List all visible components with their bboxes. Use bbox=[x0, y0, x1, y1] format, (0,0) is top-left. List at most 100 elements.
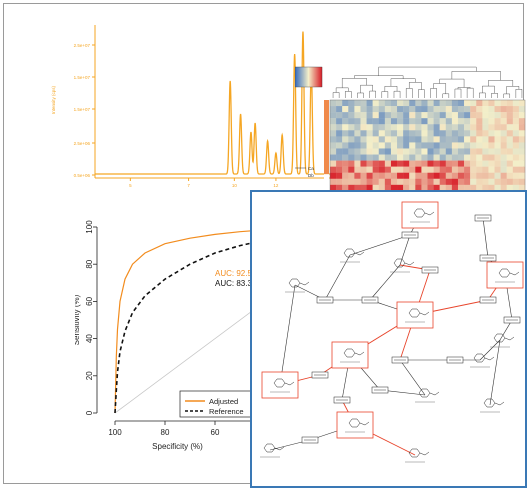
heatmap-cell bbox=[464, 118, 471, 125]
heatmap-cell bbox=[354, 178, 361, 186]
heatmap-cell bbox=[360, 130, 367, 137]
heatmap-cell bbox=[494, 124, 501, 131]
heatmap-cell bbox=[427, 154, 434, 161]
roc-axes: 020406080100100806040Sensitivity (%)Spec… bbox=[75, 220, 265, 451]
heatmap-cell bbox=[384, 118, 392, 125]
heatmap-cell bbox=[518, 148, 526, 155]
heatmap-cell bbox=[415, 130, 422, 137]
dendrogram-branch bbox=[430, 88, 437, 98]
heatmap-cell bbox=[397, 100, 404, 107]
heatmap-cell bbox=[464, 142, 471, 149]
heatmap-cell bbox=[403, 154, 410, 161]
roc-y-tick-label: 60 bbox=[85, 296, 94, 305]
network-molecule-chain bbox=[284, 381, 295, 386]
heatmap-cell bbox=[494, 100, 501, 107]
heatmap-cell bbox=[360, 148, 367, 155]
heatmap-cell bbox=[330, 148, 337, 155]
network-highlight-box bbox=[486, 261, 524, 289]
heatmap-cell bbox=[330, 142, 337, 149]
heatmap-key-swatch bbox=[314, 67, 316, 87]
heatmap-cell bbox=[403, 124, 410, 131]
heatmap-cell bbox=[464, 106, 471, 113]
heatmap-cell bbox=[348, 166, 355, 173]
heatmap-cell bbox=[336, 172, 343, 179]
network-molecule-chain bbox=[404, 261, 415, 266]
heatmap-cell bbox=[439, 100, 446, 107]
heatmap-cell bbox=[366, 154, 373, 161]
heatmap-cell bbox=[421, 166, 428, 173]
heatmap-cell bbox=[366, 106, 373, 113]
heatmap-cell bbox=[421, 154, 428, 161]
network-node-isocitrate bbox=[361, 296, 379, 304]
heatmap-cell bbox=[366, 130, 373, 137]
heatmap-cell bbox=[354, 100, 361, 107]
heatmap-cell bbox=[506, 118, 514, 125]
heatmap-cell bbox=[457, 178, 465, 186]
heatmap-cell bbox=[397, 106, 404, 113]
heatmap-cell bbox=[390, 154, 398, 161]
heatmap-cell bbox=[506, 124, 514, 131]
heatmap-cell bbox=[342, 178, 349, 186]
heatmap-cell bbox=[378, 154, 386, 161]
heatmap-cell bbox=[342, 112, 349, 119]
heatmap-cell bbox=[470, 142, 477, 149]
heatmap-cell bbox=[348, 130, 355, 137]
heatmap-cell bbox=[482, 160, 489, 167]
network-node-tg bbox=[301, 436, 319, 444]
dendrogram-branch bbox=[405, 88, 413, 98]
chromatogram-x-tick-label: 5 bbox=[129, 183, 132, 188]
heatmap-cell bbox=[360, 106, 367, 113]
heatmap-cell bbox=[457, 124, 465, 131]
heatmap-cell bbox=[384, 112, 392, 119]
heatmap-cell bbox=[457, 172, 465, 179]
network-node-adp bbox=[285, 278, 310, 293]
heatmap-cell bbox=[397, 184, 404, 192]
heatmap-cell bbox=[494, 184, 501, 192]
heatmap-key-swatch bbox=[313, 67, 315, 87]
heatmap-cell bbox=[512, 166, 520, 173]
heatmap-cell bbox=[378, 100, 386, 107]
heatmap-cell bbox=[372, 118, 379, 125]
heatmap-cell bbox=[354, 160, 361, 167]
heatmap-cell bbox=[354, 106, 361, 113]
heatmap-cell bbox=[415, 124, 422, 131]
network-highlight-box bbox=[261, 371, 299, 399]
heatmap-cell bbox=[427, 178, 434, 186]
heatmap-cell bbox=[403, 166, 410, 173]
heatmap-cell bbox=[512, 100, 520, 107]
heatmap-cell bbox=[482, 100, 489, 107]
heatmap-cell bbox=[330, 100, 337, 107]
heatmap-cell bbox=[482, 106, 489, 113]
roc-y-tick-label: 100 bbox=[85, 220, 94, 234]
network-highlight-box bbox=[396, 301, 434, 329]
network-highlight-box bbox=[401, 201, 439, 229]
heatmap-cell bbox=[512, 142, 520, 149]
heatmap-cell bbox=[403, 118, 410, 125]
heatmap-cell bbox=[427, 118, 434, 125]
heatmap-key-swatch bbox=[304, 67, 306, 87]
heatmap-cell bbox=[390, 112, 398, 119]
heatmap-cell bbox=[384, 106, 392, 113]
heatmap-cell bbox=[390, 148, 398, 155]
heatmap-cell bbox=[488, 166, 495, 173]
heatmap-cell bbox=[366, 118, 373, 125]
heatmap-cell bbox=[378, 148, 386, 155]
heatmap-cell bbox=[354, 118, 361, 125]
heatmap-cell bbox=[384, 172, 392, 179]
heatmap-cell bbox=[488, 106, 495, 113]
heatmap-cell bbox=[476, 118, 483, 125]
network-edge bbox=[479, 339, 501, 361]
heatmap-cell bbox=[354, 184, 361, 192]
heatmap-cell bbox=[494, 172, 501, 179]
network-node-acetyl-coa bbox=[401, 201, 439, 229]
heatmap-cell bbox=[360, 184, 367, 192]
heatmap-cell bbox=[372, 166, 379, 173]
heatmap-cell bbox=[500, 178, 507, 186]
heatmap-cell bbox=[336, 118, 343, 125]
heatmap-cell bbox=[366, 178, 373, 186]
heatmap-cell bbox=[512, 136, 520, 143]
chromatogram-trace: Ca Db bbox=[95, 31, 330, 178]
heatmap-cell bbox=[409, 112, 416, 119]
heatmap-key-swatch bbox=[297, 67, 299, 87]
heatmap-cell bbox=[354, 172, 361, 179]
